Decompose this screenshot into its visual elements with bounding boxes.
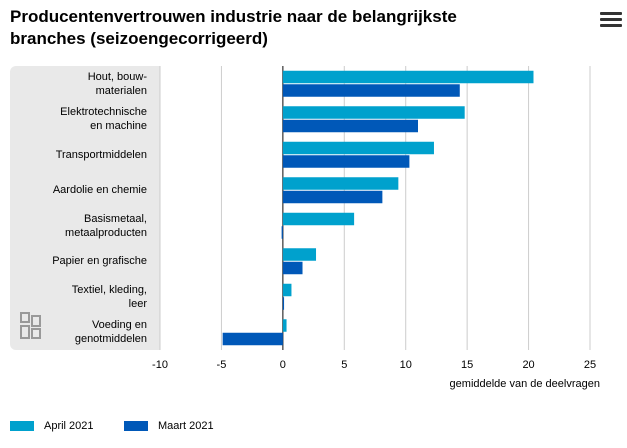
x-axis-label: gemiddelde van de deelvragen: [449, 378, 600, 390]
category-label: Textiel, kleding, leer: [72, 283, 147, 311]
bar-maart-2021[interactable]: [282, 297, 285, 310]
category-label-line: Voeding en: [91, 319, 147, 332]
x-tick-label: 0: [280, 359, 286, 371]
category-label-line: metaalproducten: [65, 226, 147, 239]
category-label-line: Aardolie en chemie: [52, 184, 147, 197]
x-tick-label: -10: [152, 359, 168, 371]
category-label-line: Papier en grafische: [52, 255, 147, 268]
chart-title-line-1: Producentenvertrouwen industrie naar de …: [10, 7, 457, 26]
category-label-line: Transportmiddelen: [55, 148, 147, 161]
category-label: Aardolie en chemie: [53, 183, 147, 197]
legend-swatch-april: [10, 421, 34, 431]
bar-april-2021[interactable]: [282, 319, 287, 332]
x-tick-label: -5: [217, 359, 227, 371]
x-tick-label: 5: [341, 359, 347, 371]
category-label-line: materialen: [95, 84, 147, 97]
legend-item-april[interactable]: April 2021: [10, 420, 94, 432]
bar-maart-2021[interactable]: [222, 332, 283, 346]
legend-label-maart: Maart 2021: [158, 420, 214, 432]
category-label-line: Textiel, kleding,: [71, 283, 147, 296]
category-label: Transportmiddelen: [56, 148, 147, 162]
bar-april-2021[interactable]: [282, 70, 534, 84]
x-tick-label: 10: [400, 359, 412, 371]
x-tick-label: 20: [522, 359, 534, 371]
chart-title: Producentenvertrouwen industrie naar de …: [10, 6, 570, 50]
category-label: Basismetaal, metaalproducten: [65, 212, 147, 240]
category-label-line: Basismetaal,: [84, 212, 147, 225]
bar-maart-2021[interactable]: [281, 226, 283, 239]
bar-april-2021[interactable]: [282, 141, 434, 155]
chart-title-line-2: branches (seizoengecorrigeerd): [10, 29, 268, 48]
bar-maart-2021[interactable]: [282, 190, 383, 204]
legend-item-maart[interactable]: Maart 2021: [124, 420, 214, 432]
hamburger-menu-icon[interactable]: [600, 12, 622, 30]
category-label-line: leer: [128, 297, 147, 310]
legend-swatch-maart: [124, 421, 148, 431]
legend-label-april: April 2021: [44, 420, 94, 432]
bar-maart-2021[interactable]: [282, 155, 410, 168]
category-label-line: genotmiddelen: [74, 333, 147, 346]
bar-april-2021[interactable]: [282, 177, 399, 190]
category-label-line: en machine: [90, 120, 147, 133]
category-label-panel: [10, 66, 160, 350]
bar-april-2021[interactable]: [282, 212, 355, 226]
cbs-logo-icon: [20, 312, 41, 339]
bar-maart-2021[interactable]: [282, 119, 418, 133]
bar-april-2021[interactable]: [282, 248, 317, 261]
category-label: Elektrotechnische en machine: [60, 105, 147, 133]
category-label-line: Elektrotechnische: [60, 106, 147, 119]
category-label: Papier en grafische: [52, 254, 147, 268]
bar-maart-2021[interactable]: [282, 84, 460, 97]
x-tick-label: 25: [584, 359, 596, 371]
category-label: Voeding en genotmiddelen: [75, 318, 147, 346]
category-label: Hout, bouw-materialen: [88, 70, 147, 98]
x-tick-label: 15: [461, 359, 473, 371]
category-label-line: Hout, bouw-: [87, 70, 147, 83]
bar-april-2021[interactable]: [282, 106, 465, 119]
bar-april-2021[interactable]: [282, 283, 292, 297]
bar-maart-2021[interactable]: [282, 261, 303, 275]
